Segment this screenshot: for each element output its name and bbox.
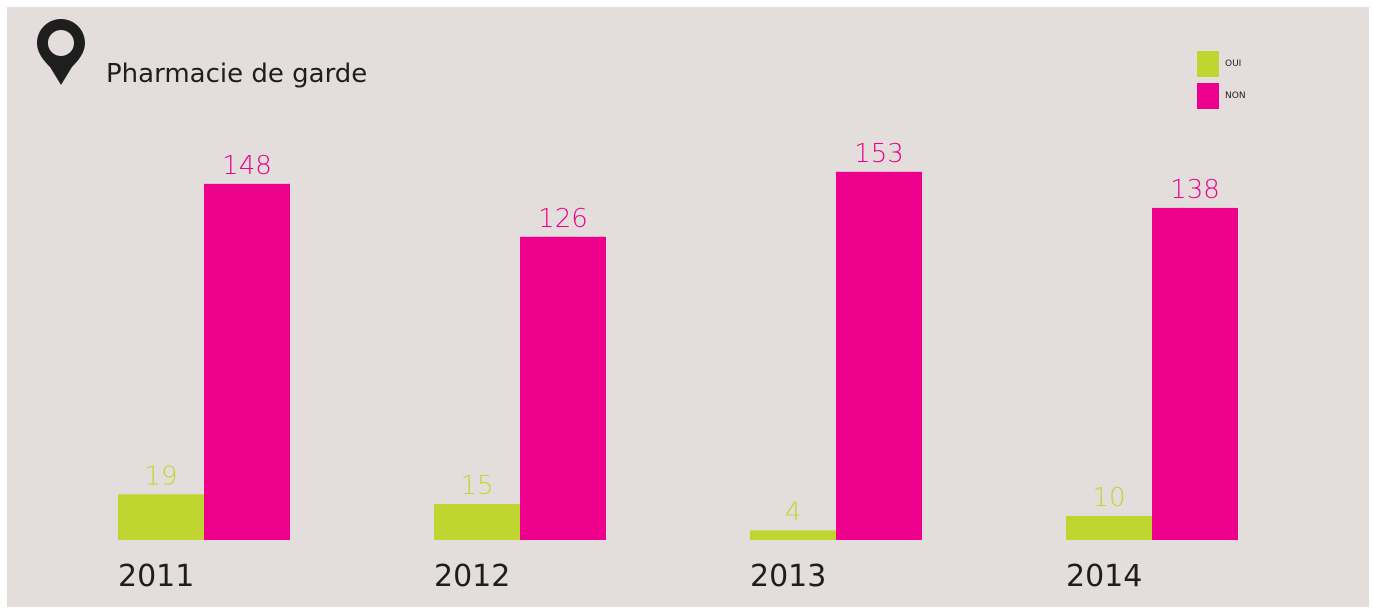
chart-panel: Pharmacie de garde OUI NON 19 148 2011 15 12… [7, 7, 1369, 607]
value-label-oui-2014: 10 [1092, 483, 1125, 513]
bar-oui-2012 [434, 503, 520, 540]
legend-label-non: NON [1225, 91, 1246, 101]
chart-legend: OUI NON [1197, 51, 1246, 115]
map-pin-icon [37, 19, 85, 85]
bar-oui-2013 [750, 530, 836, 540]
value-label-non-2011: 148 [222, 151, 272, 181]
value-label-non-2014: 138 [1170, 175, 1220, 205]
category-label-2011: 2011 [118, 559, 194, 594]
category-label-2012: 2012 [434, 559, 510, 594]
value-label-non-2012: 126 [538, 204, 588, 234]
category-label-2014: 2014 [1066, 559, 1142, 594]
category-label-2013: 2013 [750, 559, 826, 594]
chart-title: Pharmacie de garde [106, 59, 368, 89]
bar-non-2013 [836, 171, 922, 540]
legend-swatch-non [1197, 83, 1219, 109]
bar-non-2011 [204, 183, 290, 540]
bar-chart: 19 148 2011 15 126 2012 4 153 2013 10 138 2014 [118, 139, 1238, 594]
value-label-oui-2013: 4 [785, 497, 802, 527]
bar-oui-2014 [1066, 515, 1152, 540]
bar-oui-2011 [118, 494, 204, 540]
value-label-oui-2011: 19 [144, 461, 177, 491]
bar-non-2012 [520, 236, 606, 540]
legend-item-oui: OUI [1197, 51, 1246, 77]
legend-swatch-oui [1197, 51, 1219, 77]
value-label-oui-2012: 15 [460, 471, 493, 501]
bar-non-2014 [1152, 207, 1238, 541]
value-label-non-2013: 153 [854, 139, 904, 169]
legend-item-non: NON [1197, 83, 1246, 109]
legend-label-oui: OUI [1225, 59, 1242, 69]
